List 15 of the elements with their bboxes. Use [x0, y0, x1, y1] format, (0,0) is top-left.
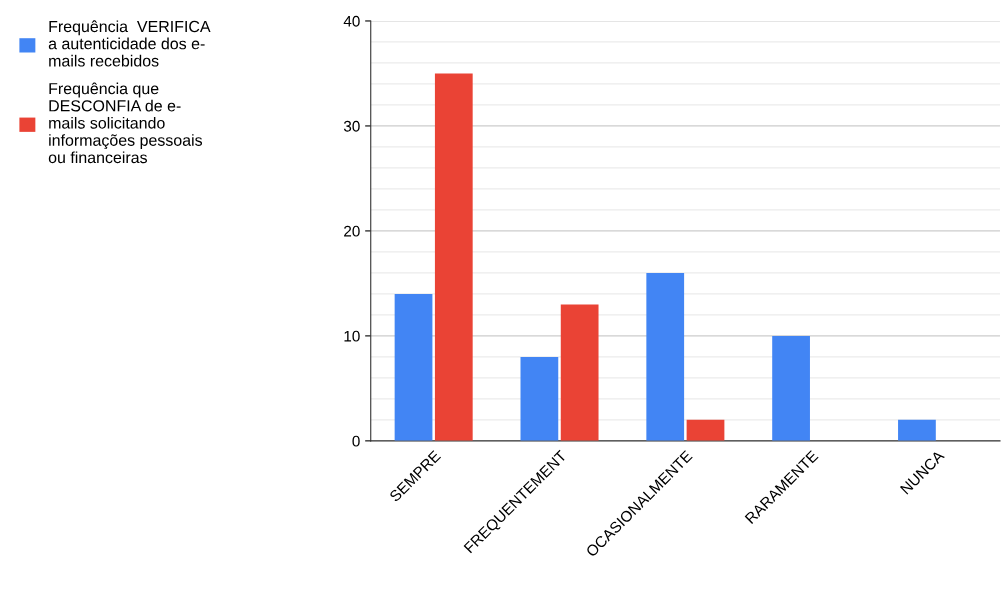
y-tick-label: 30	[343, 120, 360, 132]
bar	[394, 293, 433, 441]
bar	[434, 73, 473, 441]
y-tick-label: 0	[352, 435, 360, 447]
bar	[520, 356, 559, 441]
bar	[686, 419, 725, 441]
bar	[898, 419, 936, 441]
y-tick-label: 20	[344, 225, 360, 237]
legend-label: Frequência VERIFICA a autenticidade dos e- mails recebidos	[48, 20, 211, 67]
y-tick-label: 10	[344, 330, 360, 342]
legend-label: Frequência que DESCONFIA de e- mails solicitando informações pessoais ou financeiras	[48, 82, 203, 164]
y-tick-label: 40	[343, 15, 360, 27]
bar	[560, 304, 599, 441]
bar	[646, 272, 685, 441]
bar	[772, 335, 810, 441]
